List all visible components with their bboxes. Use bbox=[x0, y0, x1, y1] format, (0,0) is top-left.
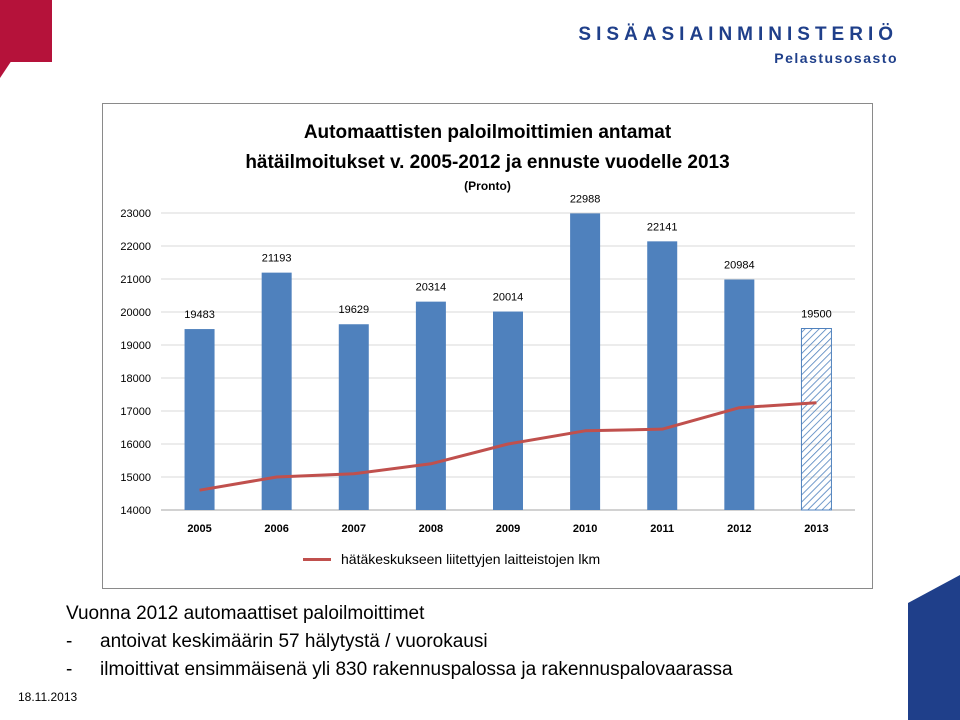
data-label: 20314 bbox=[416, 282, 447, 294]
bar bbox=[724, 279, 755, 510]
caption-line-3-text: ilmoittivat ensimmäisenä yli 830 rakennu… bbox=[100, 659, 733, 680]
chart-title: Automaattisten paloilmoittimien antamat … bbox=[103, 118, 872, 178]
y-tick-label: 20000 bbox=[120, 307, 151, 319]
organization-name: SISÄASIAINMINISTERIÖ bbox=[578, 24, 898, 45]
caption-line-2: - antoivat keskimäärin 57 hälytystä / vu… bbox=[66, 628, 733, 656]
y-tick-label: 21000 bbox=[120, 274, 151, 286]
caption-line-1-text: Vuonna 2012 automaattiset paloilmoittime… bbox=[66, 603, 425, 624]
y-tick-label: 23000 bbox=[120, 208, 151, 220]
x-tick-label: 2005 bbox=[187, 523, 211, 535]
y-tick-label: 16000 bbox=[120, 439, 151, 451]
data-label: 19629 bbox=[338, 304, 369, 316]
corner-decoration-red-block bbox=[0, 0, 52, 62]
bar bbox=[261, 272, 292, 510]
data-label: 19500 bbox=[801, 309, 832, 321]
x-tick-label: 2010 bbox=[573, 523, 597, 535]
y-tick-label: 15000 bbox=[120, 472, 151, 484]
y-tick-label: 14000 bbox=[120, 505, 151, 517]
y-tick-label: 17000 bbox=[120, 406, 151, 418]
x-tick-label: 2008 bbox=[419, 523, 443, 535]
chart-plot: 14000 15000 16000 17000 18000 19000 20000 21000… bbox=[120, 193, 855, 535]
y-tick-label: 22000 bbox=[120, 241, 151, 253]
bar bbox=[184, 329, 215, 510]
data-label: 20014 bbox=[493, 292, 524, 304]
x-tick-label: 2012 bbox=[727, 523, 751, 535]
bar bbox=[338, 324, 369, 510]
data-label: 19483 bbox=[184, 309, 215, 321]
data-label: 20984 bbox=[724, 260, 755, 272]
caption-block: Vuonna 2012 automaattiset paloilmoittime… bbox=[66, 600, 733, 684]
organization-department: Pelastusosasto bbox=[774, 50, 898, 66]
caption-line-1: Vuonna 2012 automaattiset paloilmoittime… bbox=[66, 600, 733, 628]
chart-title-line1: Automaattisten paloilmoittimien antamat bbox=[303, 122, 672, 143]
chart-title-line2: hätäilmoitukset v. 2005-2012 ja ennuste … bbox=[245, 152, 730, 173]
x-tick-label: 2011 bbox=[650, 523, 674, 535]
footer-date: 18.11.2013 bbox=[18, 690, 78, 704]
y-tick-label: 19000 bbox=[120, 340, 151, 352]
corner-decoration-blue bbox=[908, 575, 960, 720]
x-tick-label: 2013 bbox=[804, 523, 828, 535]
chart-frame: Automaattisten paloilmoittimien antamat … bbox=[102, 103, 873, 589]
bar bbox=[415, 301, 446, 510]
chart-legend: hätäkeskukseen liitettyjen laitteistojen… bbox=[303, 551, 600, 567]
data-label: 21193 bbox=[262, 253, 292, 265]
x-tick-label: 2009 bbox=[496, 523, 520, 535]
caption-bullet-dash: - bbox=[66, 631, 73, 652]
bar bbox=[647, 241, 678, 511]
data-label: 22988 bbox=[570, 193, 601, 205]
legend-line-swatch bbox=[303, 557, 331, 561]
y-tick-label: 18000 bbox=[120, 373, 151, 385]
series-line bbox=[199, 401, 817, 492]
x-tick-label: 2007 bbox=[342, 523, 366, 535]
x-tick-label: 2006 bbox=[264, 523, 288, 535]
legend-label: hätäkeskukseen liitettyjen laitteistojen… bbox=[341, 551, 601, 567]
caption-line-2-text: antoivat keskimäärin 57 hälytystä / vuor… bbox=[100, 631, 488, 652]
chart-subtitle: (Pronto) bbox=[464, 179, 511, 193]
bar-forecast bbox=[800, 328, 832, 511]
caption-line-3: - ilmoittivat ensimmäisenä yli 830 raken… bbox=[66, 656, 733, 684]
data-label: 22141 bbox=[647, 221, 678, 233]
bar bbox=[493, 311, 523, 510]
caption-bullet-dash: - bbox=[66, 659, 73, 680]
bar bbox=[570, 213, 601, 510]
